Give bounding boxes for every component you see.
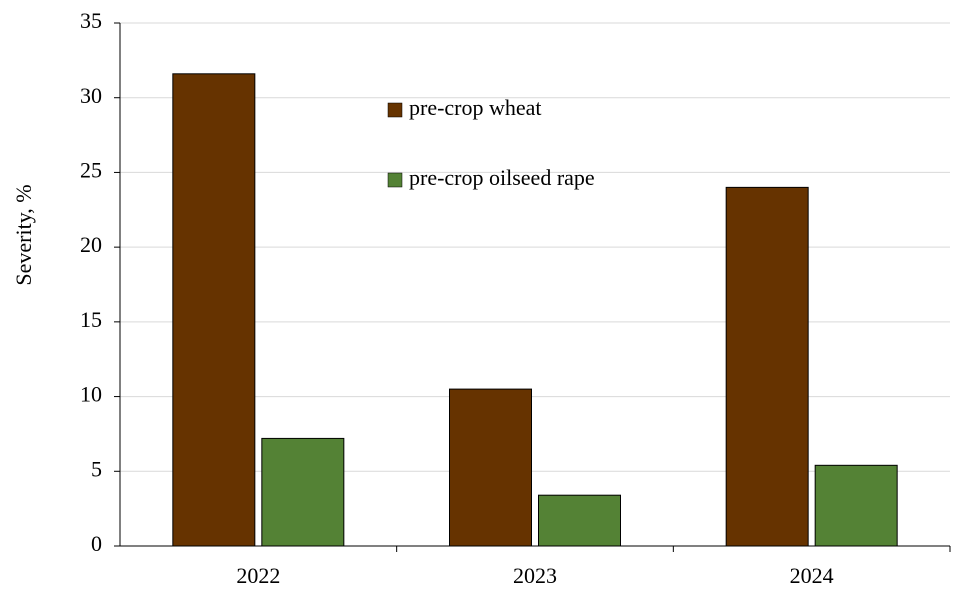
x-tick-label: 2024 bbox=[790, 563, 834, 588]
legend-swatch bbox=[387, 102, 403, 118]
legend-swatch bbox=[387, 172, 403, 188]
y-tick-label: 30 bbox=[80, 83, 102, 108]
y-tick-label: 5 bbox=[91, 456, 102, 481]
y-tick-label: 25 bbox=[80, 157, 102, 182]
y-tick-label: 10 bbox=[80, 382, 102, 407]
x-tick-label: 2022 bbox=[236, 563, 280, 588]
bar bbox=[725, 186, 809, 547]
bar bbox=[172, 73, 256, 547]
bar bbox=[814, 464, 898, 547]
legend-label: pre-crop wheat bbox=[409, 95, 542, 120]
bar bbox=[261, 437, 345, 547]
y-tick-label: 0 bbox=[91, 531, 102, 556]
bar bbox=[449, 388, 532, 547]
y-tick-label: 35 bbox=[80, 8, 102, 33]
bar bbox=[538, 494, 621, 547]
y-axis-label: Severity, % bbox=[11, 184, 36, 285]
y-tick-label: 20 bbox=[80, 232, 102, 257]
y-tick-label: 15 bbox=[80, 307, 102, 332]
legend-label: pre-crop oilseed rape bbox=[409, 165, 595, 190]
x-tick-label: 2023 bbox=[513, 563, 557, 588]
